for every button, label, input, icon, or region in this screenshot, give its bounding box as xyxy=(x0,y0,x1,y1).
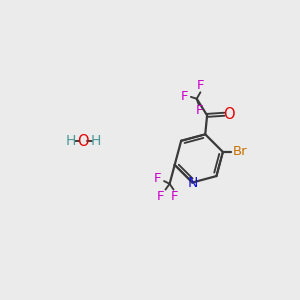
Text: H: H xyxy=(66,134,76,148)
Text: F: F xyxy=(154,172,161,185)
Text: F: F xyxy=(171,190,178,203)
Text: Br: Br xyxy=(232,146,247,158)
Text: O: O xyxy=(77,134,89,148)
Text: H: H xyxy=(91,134,101,148)
Text: F: F xyxy=(180,90,188,104)
Text: O: O xyxy=(223,107,235,122)
Text: F: F xyxy=(195,104,203,117)
Text: F: F xyxy=(197,79,205,92)
Text: F: F xyxy=(157,190,165,203)
Text: N: N xyxy=(187,176,197,190)
